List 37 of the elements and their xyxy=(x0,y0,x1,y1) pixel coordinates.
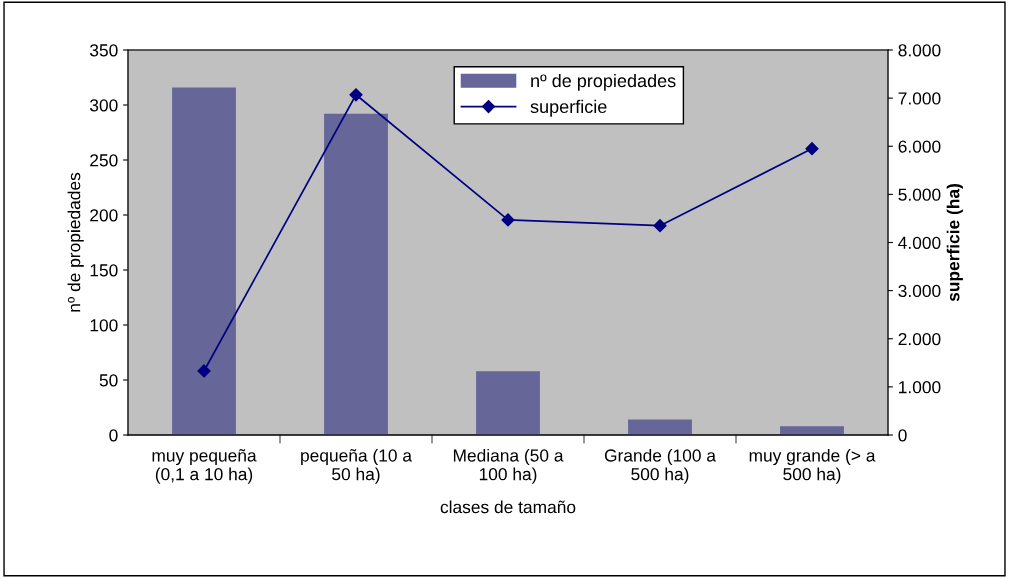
y-tick-label: 350 xyxy=(89,44,118,57)
x-tick-label: muy grande (> a 500 ha) xyxy=(749,448,876,484)
y-axis-title: nº de propiedades xyxy=(67,172,84,312)
y2-tick-label: 2.000 xyxy=(898,332,941,346)
y-tick-label: 250 xyxy=(90,154,118,167)
y-tick-label: 300 xyxy=(89,99,118,112)
y2-tick-label: 3.000 xyxy=(898,284,941,298)
point xyxy=(501,213,515,227)
x-axis-title: clases de tamaño xyxy=(440,500,576,514)
y2-axis-title: superficie (ha) xyxy=(946,184,963,302)
x-tick-label: muy pequeña (0,1 a 10 ha) xyxy=(152,449,257,484)
point xyxy=(349,88,363,102)
point xyxy=(653,219,667,233)
y-tick-label: 200 xyxy=(90,209,118,222)
y-tick-label: 0 xyxy=(109,429,118,442)
y-tick-label: 150 xyxy=(90,264,118,277)
bar xyxy=(628,419,692,435)
legend-label: superficie xyxy=(530,99,607,117)
y2-tick-label: 5.000 xyxy=(898,188,941,201)
y2-tick-label: 8.000 xyxy=(898,44,941,57)
y2-tick-label: 7.000 xyxy=(898,92,941,105)
y2-tick-label: 0 xyxy=(898,429,907,442)
bar xyxy=(172,87,236,435)
y-tick-label: 100 xyxy=(90,319,118,332)
x-tick-label: Grande (100 a 500 ha) xyxy=(604,448,716,484)
bar xyxy=(780,426,844,435)
legend-label: nº de propiedades xyxy=(531,73,676,91)
x-tick-label: pequeña (10 a 50 ha) xyxy=(301,448,412,484)
y-tick-label: 50 xyxy=(99,374,118,387)
y2-tick-label: 6.000 xyxy=(898,140,941,153)
point xyxy=(805,142,819,156)
y2-tick-label: 4.000 xyxy=(898,236,941,249)
bar xyxy=(324,113,388,435)
y2-tick-label: 1.000 xyxy=(899,381,941,394)
bar xyxy=(476,371,540,435)
point xyxy=(197,364,211,378)
x-tick-label: Mediana (50 a 100 ha) xyxy=(453,448,564,484)
